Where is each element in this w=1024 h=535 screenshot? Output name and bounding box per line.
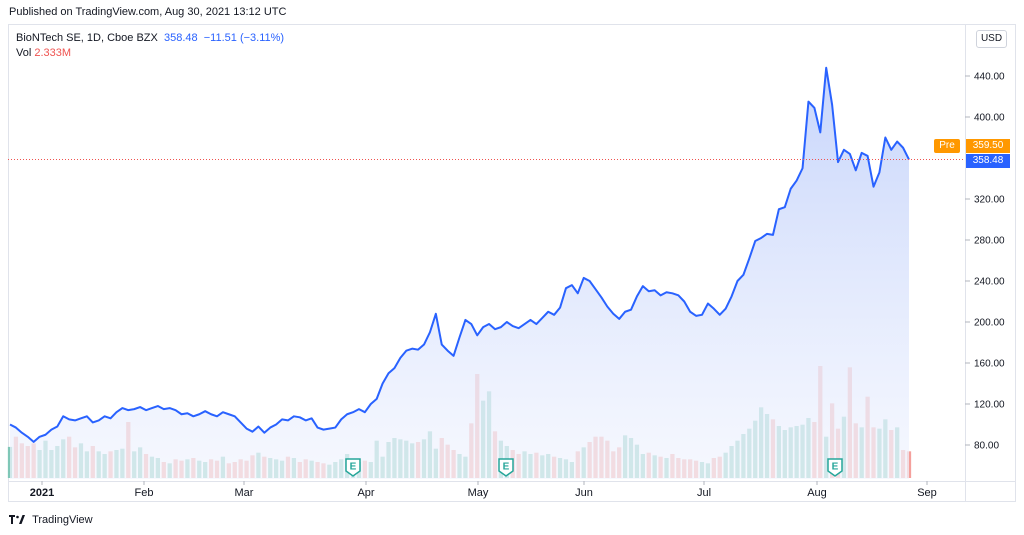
- earnings-marker-icon: E: [827, 458, 843, 477]
- price-line: [8, 66, 965, 443]
- price-axis-label: 240.00: [974, 277, 1005, 288]
- last-price-value: 358.48: [163, 32, 198, 44]
- tradingview-logo-icon: [9, 514, 29, 526]
- published-caption: Published on TradingView.com, Aug 30, 20…: [9, 6, 287, 18]
- footer-brand-text: TradingView: [32, 514, 93, 526]
- chart-legend: BioNTech SE, 1D, Cboe BZX 358.48 −11.51 …: [16, 31, 284, 61]
- earnings-marker-label: E: [832, 462, 839, 473]
- price-axis-label: 200.00: [974, 318, 1005, 329]
- earnings-marker-label: E: [503, 462, 510, 473]
- price-axis-label: 160.00: [974, 359, 1005, 370]
- price-area: [10, 67, 909, 480]
- time-axis-label: Jun: [575, 487, 593, 499]
- price-axis-label: 400.00: [974, 113, 1005, 124]
- price-area-fill: [10, 67, 909, 480]
- last-price-badge: 358.48: [966, 154, 1010, 168]
- premarket-price-badge: 359.50: [966, 139, 1010, 153]
- volume-label: Vol: [16, 47, 32, 59]
- price-axis-label: 320.00: [974, 195, 1005, 206]
- time-axis-label: Mar: [235, 487, 254, 499]
- volume-value: 2.333M: [34, 47, 72, 59]
- price-axis-label: 80.00: [974, 441, 999, 452]
- earnings-marker-icon: E: [498, 458, 514, 477]
- price-change-value: −11.51 (−3.11%): [203, 32, 285, 44]
- time-axis-label: Sep: [917, 487, 937, 499]
- premarket-label: Pre: [934, 139, 960, 153]
- earnings-marker-shape: [345, 458, 361, 477]
- earnings-marker-shape: [498, 458, 514, 477]
- price-line-path: [9, 66, 910, 443]
- footer-brand[interactable]: TradingView: [9, 514, 93, 526]
- axes: 80.00 120.00 160.00 200.00 240.00 280.00 320.0…: [9, 25, 1015, 501]
- earnings-marker-label: E: [350, 462, 357, 473]
- chart-frame: [8, 24, 1016, 502]
- price-axis-label: 440.00: [974, 72, 1005, 83]
- price-axis-label: 280.00: [974, 236, 1005, 247]
- time-axis-label: Feb: [135, 487, 154, 499]
- time-axis-label: Apr: [357, 487, 374, 499]
- currency-button[interactable]: USD: [976, 30, 1007, 48]
- time-axis-label: Aug: [807, 487, 827, 499]
- earnings-marker-shape: [827, 458, 843, 477]
- time-axis-label: 2021: [30, 487, 54, 499]
- price-axis-label: 120.00: [974, 400, 1005, 411]
- time-axis-label: Jul: [697, 487, 711, 499]
- symbol-name[interactable]: BioNTech SE, 1D, Cboe BZX: [16, 32, 158, 44]
- earnings-marker-icon: E: [345, 458, 361, 477]
- time-axis-label: May: [468, 487, 489, 499]
